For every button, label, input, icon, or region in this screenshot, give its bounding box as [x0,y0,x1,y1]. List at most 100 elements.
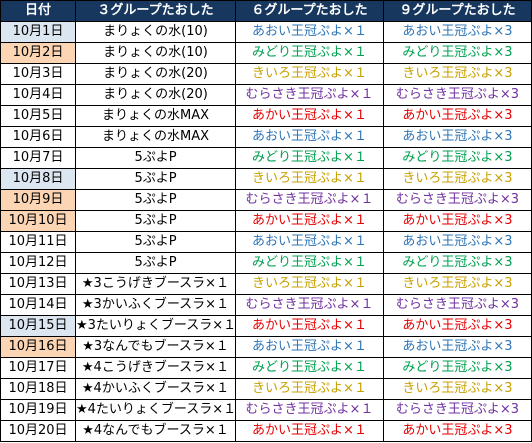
reward-6-groups-cell: あかい王冠ぷよ×１ [235,315,384,337]
reward-9-groups-cell: みどり王冠ぷよ×3 [383,147,532,169]
date-cell: 10月6日 [0,126,76,148]
reward-3-groups-cell: まりょくの水(20) [75,63,236,85]
reward-9-groups-cell: むらさき王冠ぷよ×3 [383,189,532,211]
table-row: 10月10日 5ぷよP あかい王冠ぷよ×１ あかい王冠ぷよ×3 [0,210,532,232]
table-row: 10月16日 ★3なんでもブースラ×１ あおい王冠ぷよ×１ あおい王冠ぷよ×3 [0,336,532,358]
reward-3-groups-cell: 5ぷよP [75,210,236,232]
reward-3-groups-cell: ★3たいりょくブースラ×１ [75,315,236,337]
reward-9-groups-cell: あおい王冠ぷよ×3 [383,21,532,43]
table-row: 10月20日 ★4なんでもブースラ×１ あかい王冠ぷよ×１ あかい王冠ぷよ×3 [0,420,532,442]
date-cell: 10月19日 [0,399,76,421]
table-row: 10月8日 5ぷよP きいろ王冠ぷよ×１ きいろ王冠ぷよ×3 [0,168,532,190]
table-row: 10月15日 ★3たいりょくブースラ×１ あかい王冠ぷよ×１ あかい王冠ぷよ×3 [0,315,532,337]
reward-6-groups-cell: みどり王冠ぷよ×１ [235,42,384,64]
header-row: 日付 ３グループたおした ６グループたおした ９グループたおした [0,0,532,22]
reward-9-groups-cell: きいろ王冠ぷよ×3 [383,273,532,295]
date-cell: 10月20日 [0,420,76,442]
date-cell: 10月3日 [0,63,76,85]
table-row: 10月4日 まりょくの水(20) むらさき王冠ぷよ×１ むらさき王冠ぷよ×3 [0,84,532,106]
reward-3-groups-cell: まりょくの水(10) [75,42,236,64]
reward-6-groups-cell: あおい王冠ぷよ×１ [235,336,384,358]
reward-9-groups-cell: あおい王冠ぷよ×3 [383,126,532,148]
table-row: 10月9日 5ぷよP むらさき王冠ぷよ×１ むらさき王冠ぷよ×3 [0,189,532,211]
reward-3-groups-cell: ★4なんでもブースラ×１ [75,420,236,442]
date-cell: 10月10日 [0,210,76,232]
header-3-groups: ３グループたおした [75,0,236,22]
reward-6-groups-cell: あおい王冠ぷよ×１ [235,21,384,43]
reward-9-groups-cell: きいろ王冠ぷよ×3 [383,63,532,85]
reward-6-groups-cell: きいろ王冠ぷよ×１ [235,168,384,190]
date-cell: 10月15日 [0,315,76,337]
date-cell: 10月13日 [0,273,76,295]
date-cell: 10月17日 [0,357,76,379]
reward-3-groups-cell: まりょくの水MAX [75,126,236,148]
reward-6-groups-cell: みどり王冠ぷよ×１ [235,357,384,379]
reward-9-groups-cell: みどり王冠ぷよ×3 [383,42,532,64]
reward-6-groups-cell: きいろ王冠ぷよ×１ [235,378,384,400]
reward-9-groups-cell: あおい王冠ぷよ×3 [383,336,532,358]
reward-6-groups-cell: むらさき王冠ぷよ×１ [235,399,384,421]
table-body: 10月1日 まりょくの水(10) あおい王冠ぷよ×１ あおい王冠ぷよ×3 10月2日 まり… [0,21,532,442]
reward-3-groups-cell: ★4かいふくブースラ×１ [75,378,236,400]
reward-9-groups-cell: あかい王冠ぷよ×3 [383,210,532,232]
table-row: 10月19日 ★4たいりょくブースラ×１ むらさき王冠ぷよ×１ むらさき王冠ぷよ×3 [0,399,532,421]
reward-3-groups-cell: ★4こうげきブースラ×１ [75,357,236,379]
reward-6-groups-cell: きいろ王冠ぷよ×１ [235,273,384,295]
reward-6-groups-cell: あおい王冠ぷよ×１ [235,126,384,148]
table-row: 10月5日 まりょくの水MAX あかい王冠ぷよ×１ あかい王冠ぷよ×3 [0,105,532,127]
reward-3-groups-cell: 5ぷよP [75,189,236,211]
table-row: 10月3日 まりょくの水(20) きいろ王冠ぷよ×１ きいろ王冠ぷよ×3 [0,63,532,85]
reward-3-groups-cell: ★4たいりょくブースラ×１ [75,399,236,421]
reward-9-groups-cell: みどり王冠ぷよ×3 [383,252,532,274]
reward-3-groups-cell: ★3なんでもブースラ×１ [75,336,236,358]
reward-6-groups-cell: むらさき王冠ぷよ×１ [235,294,384,316]
header-9-groups: ９グループたおした [383,0,532,22]
reward-9-groups-cell: あかい王冠ぷよ×3 [383,315,532,337]
table-row: 10月14日 ★3かいふくブースラ×１ むらさき王冠ぷよ×１ むらさき王冠ぷよ×3 [0,294,532,316]
table-row: 10月7日 5ぷよP みどり王冠ぷよ×１ みどり王冠ぷよ×3 [0,147,532,169]
table-row: 10月18日 ★4かいふくブースラ×１ きいろ王冠ぷよ×１ きいろ王冠ぷよ×3 [0,378,532,400]
reward-3-groups-cell: 5ぷよP [75,252,236,274]
table-row: 10月1日 まりょくの水(10) あおい王冠ぷよ×１ あおい王冠ぷよ×3 [0,21,532,43]
reward-9-groups-cell: あおい王冠ぷよ×3 [383,231,532,253]
reward-9-groups-cell: むらさき王冠ぷよ×3 [383,399,532,421]
reward-6-groups-cell: みどり王冠ぷよ×１ [235,147,384,169]
date-cell: 10月14日 [0,294,76,316]
date-cell: 10月16日 [0,336,76,358]
reward-3-groups-cell: ★3かいふくブースラ×１ [75,294,236,316]
reward-6-groups-cell: あかい王冠ぷよ×１ [235,420,384,442]
reward-3-groups-cell: まりょくの水(20) [75,84,236,106]
reward-6-groups-cell: あおい王冠ぷよ×１ [235,231,384,253]
date-cell: 10月4日 [0,84,76,106]
date-cell: 10月2日 [0,42,76,64]
reward-9-groups-cell: みどり王冠ぷよ×3 [383,357,532,379]
table-row: 10月11日 5ぷよP あおい王冠ぷよ×１ あおい王冠ぷよ×3 [0,231,532,253]
reward-3-groups-cell: まりょくの水MAX [75,105,236,127]
reward-9-groups-cell: あかい王冠ぷよ×3 [383,105,532,127]
reward-6-groups-cell: きいろ王冠ぷよ×１ [235,63,384,85]
date-cell: 10月5日 [0,105,76,127]
reward-9-groups-cell: むらさき王冠ぷよ×3 [383,84,532,106]
reward-9-groups-cell: きいろ王冠ぷよ×3 [383,168,532,190]
date-cell: 10月12日 [0,252,76,274]
date-cell: 10月9日 [0,189,76,211]
reward-9-groups-cell: きいろ王冠ぷよ×3 [383,378,532,400]
reward-6-groups-cell: むらさき王冠ぷよ×１ [235,189,384,211]
date-cell: 10月7日 [0,147,76,169]
reward-9-groups-cell: むらさき王冠ぷよ×3 [383,294,532,316]
table-row: 10月17日 ★4こうげきブースラ×１ みどり王冠ぷよ×１ みどり王冠ぷよ×3 [0,357,532,379]
table-row: 10月6日 まりょくの水MAX あおい王冠ぷよ×１ あおい王冠ぷよ×3 [0,126,532,148]
date-cell: 10月11日 [0,231,76,253]
header-date: 日付 [0,0,76,22]
reward-3-groups-cell: 5ぷよP [75,231,236,253]
reward-6-groups-cell: あかい王冠ぷよ×１ [235,105,384,127]
date-cell: 10月18日 [0,378,76,400]
table-row: 10月2日 まりょくの水(10) みどり王冠ぷよ×１ みどり王冠ぷよ×3 [0,42,532,64]
reward-3-groups-cell: 5ぷよP [75,147,236,169]
reward-6-groups-cell: みどり王冠ぷよ×１ [235,252,384,274]
table-row: 10月12日 5ぷよP みどり王冠ぷよ×１ みどり王冠ぷよ×3 [0,252,532,274]
reward-6-groups-cell: あかい王冠ぷよ×１ [235,210,384,232]
date-cell: 10月1日 [0,21,76,43]
reward-3-groups-cell: ★3こうげきブースラ×１ [75,273,236,295]
